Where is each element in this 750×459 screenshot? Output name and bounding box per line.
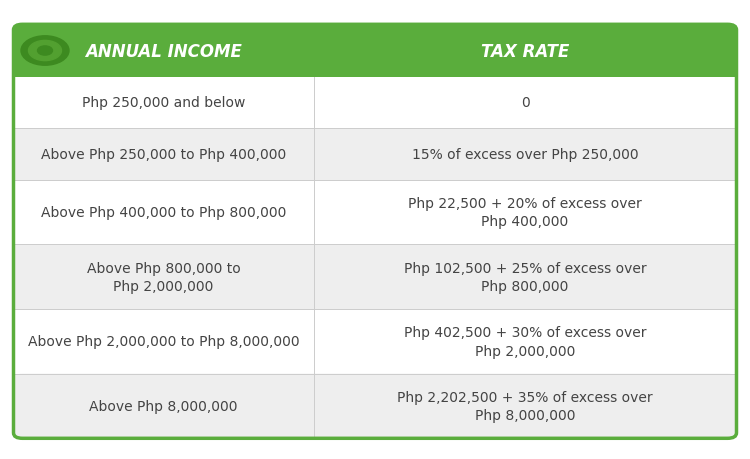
Circle shape xyxy=(28,41,62,62)
Text: 0: 0 xyxy=(520,96,530,110)
Text: Above Php 8,000,000: Above Php 8,000,000 xyxy=(89,399,238,413)
Text: Php 102,500 + 25% of excess over
Php 800,000: Php 102,500 + 25% of excess over Php 800… xyxy=(404,261,646,293)
Bar xyxy=(13,129,736,180)
Text: ANNUAL INCOME: ANNUAL INCOME xyxy=(85,42,242,61)
Bar xyxy=(13,59,736,78)
Bar xyxy=(13,180,736,245)
Text: Above Php 2,000,000 to Php 8,000,000: Above Php 2,000,000 to Php 8,000,000 xyxy=(28,335,299,348)
Text: Above Php 800,000 to
Php 2,000,000: Above Php 800,000 to Php 2,000,000 xyxy=(87,261,241,293)
Bar xyxy=(13,245,736,309)
Circle shape xyxy=(38,47,52,56)
Text: Php 402,500 + 30% of excess over
Php 2,000,000: Php 402,500 + 30% of excess over Php 2,0… xyxy=(404,325,646,358)
Text: 15% of excess over Php 250,000: 15% of excess over Php 250,000 xyxy=(412,148,638,162)
FancyBboxPatch shape xyxy=(13,374,736,438)
Bar xyxy=(13,78,736,129)
Text: Above Php 400,000 to Php 800,000: Above Php 400,000 to Php 800,000 xyxy=(40,206,286,219)
Circle shape xyxy=(21,37,69,66)
Text: Php 22,500 + 20% of excess over
Php 400,000: Php 22,500 + 20% of excess over Php 400,… xyxy=(408,196,642,229)
Text: TAX RATE: TAX RATE xyxy=(481,42,569,61)
Text: Above Php 250,000 to Php 400,000: Above Php 250,000 to Php 400,000 xyxy=(41,148,286,162)
Bar xyxy=(13,309,736,374)
Text: Php 2,202,500 + 35% of excess over
Php 8,000,000: Php 2,202,500 + 35% of excess over Php 8… xyxy=(398,390,652,422)
Bar xyxy=(13,374,736,413)
FancyBboxPatch shape xyxy=(13,25,736,78)
Text: Php 250,000 and below: Php 250,000 and below xyxy=(82,96,245,110)
